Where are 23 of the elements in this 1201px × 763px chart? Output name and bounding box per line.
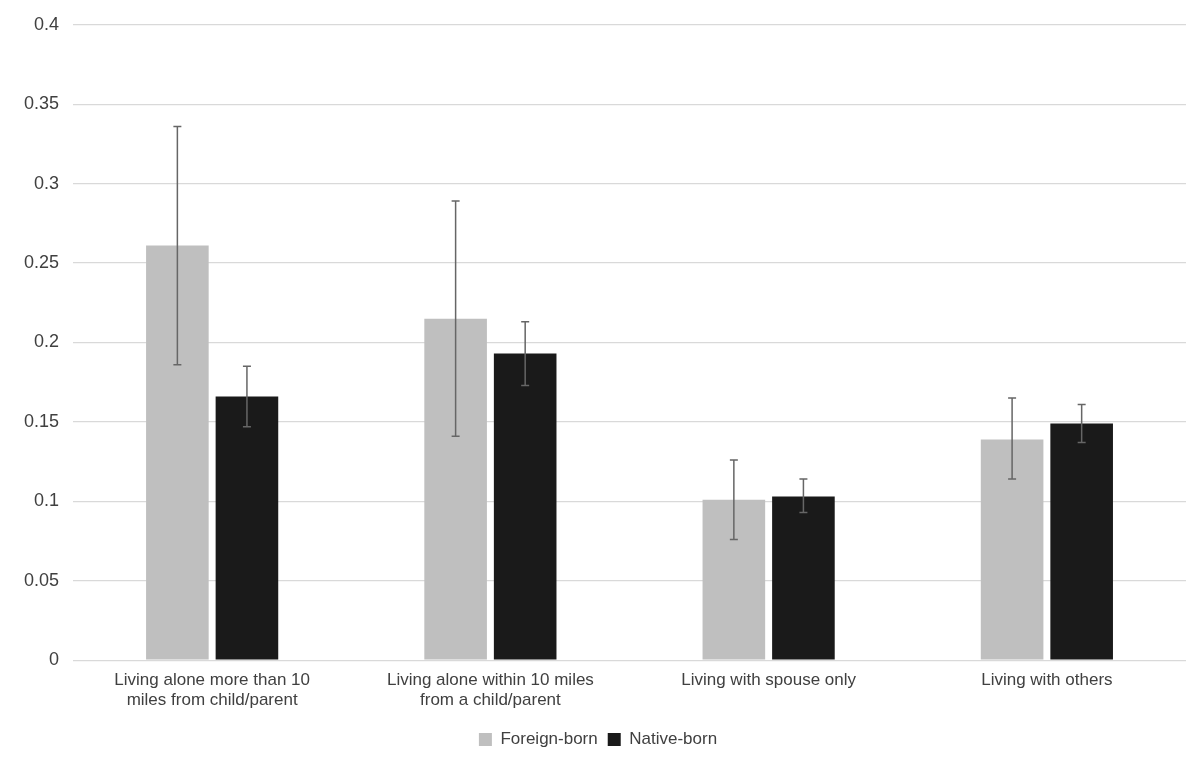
y-tick-label: 0 <box>49 649 60 670</box>
bar <box>702 499 766 660</box>
y-tick-label: 0.1 <box>34 490 60 511</box>
bar <box>146 245 209 660</box>
bar <box>980 439 1044 660</box>
x-tick-label: Living with others <box>981 670 1113 690</box>
bar <box>424 318 487 660</box>
y-tick-label: 0.35 <box>23 93 60 114</box>
bar <box>772 496 835 660</box>
x-tick-label: Living alone within 10 miles from a child/parent <box>386 670 594 710</box>
x-tick-label: Living alone more than 10 miles from child/parent <box>114 670 310 710</box>
y-tick-label: 0.3 <box>34 172 60 193</box>
y-tick-label: 0.4 <box>34 13 60 34</box>
y-tick-label: 0.25 <box>23 252 60 273</box>
legend-label: Native-born <box>629 729 718 749</box>
y-tick-label: 0.05 <box>23 569 60 590</box>
x-tick-label: Living with spouse only <box>681 670 857 690</box>
y-tick-label: 0.2 <box>34 331 60 352</box>
bar <box>1050 423 1113 660</box>
bar <box>493 353 557 660</box>
y-tick-label: 0.15 <box>23 410 60 431</box>
bar <box>215 396 279 660</box>
legend-label: Foreign-born <box>500 729 598 749</box>
